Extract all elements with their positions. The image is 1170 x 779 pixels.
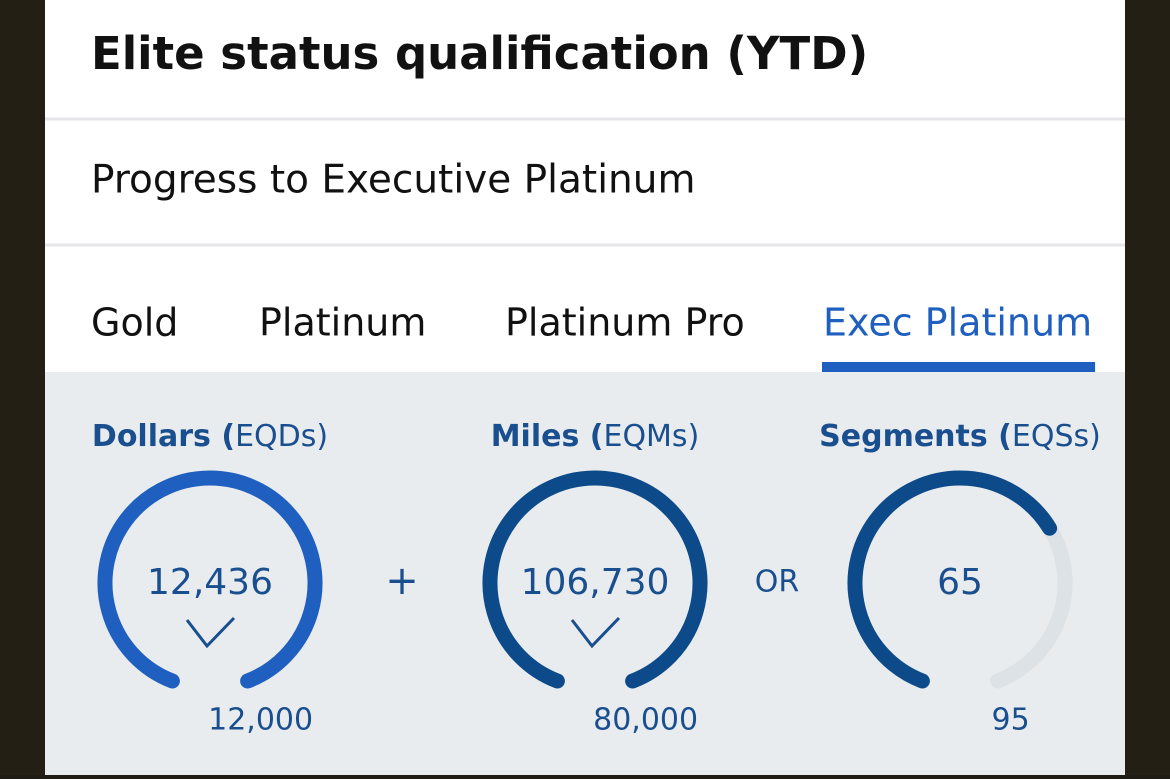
gauge-unit: EQSs) bbox=[1012, 419, 1101, 454]
gauge-name: Dollars ( bbox=[92, 419, 235, 454]
check-icon bbox=[185, 616, 236, 649]
gauge-title: Dollars (EQDs) bbox=[92, 419, 328, 454]
title: Elite status qualification (YTD) bbox=[91, 27, 868, 80]
gauge-value: 65 bbox=[937, 562, 983, 603]
gauge-target: 95 bbox=[992, 703, 1030, 738]
tab[interactable]: Platinum Pro bbox=[505, 301, 745, 345]
gauge-value: 12,436 bbox=[147, 562, 273, 603]
gauge-target: 12,000 bbox=[208, 703, 313, 738]
tab-bar: Gold Platinum Platinum Pro Exec Platinum bbox=[91, 301, 1096, 372]
tab[interactable]: Gold bbox=[91, 301, 178, 345]
gauge-progress bbox=[482, 470, 708, 689]
gauge-name: Miles ( bbox=[491, 419, 604, 454]
connector: OR bbox=[755, 565, 799, 600]
gauge-progress bbox=[847, 470, 1058, 689]
gauge-target: 80,000 bbox=[593, 703, 698, 738]
gauges: Dollars (EQDs) 12,436 12,000 Miles (EQMs) 10… bbox=[92, 419, 1101, 738]
gauge-value: 106,730 bbox=[521, 562, 670, 603]
gauge-name: Segments ( bbox=[819, 419, 1012, 454]
subtitle: Progress to Executive Platinum bbox=[91, 158, 695, 203]
gauge-progress bbox=[97, 470, 323, 689]
connector: + bbox=[385, 558, 419, 604]
gauge-title: Segments (EQSs) bbox=[819, 419, 1101, 454]
gauge-unit: EQDs) bbox=[235, 419, 328, 454]
tab[interactable]: Exec Platinum bbox=[823, 301, 1092, 345]
tab-underline bbox=[822, 362, 1096, 372]
check-icon bbox=[570, 616, 621, 649]
gauge-unit: EQMs) bbox=[603, 419, 699, 454]
gauge-panel bbox=[45, 372, 1125, 775]
gauge-title: Miles (EQMs) bbox=[491, 419, 700, 454]
tab[interactable]: Platinum bbox=[259, 301, 426, 345]
